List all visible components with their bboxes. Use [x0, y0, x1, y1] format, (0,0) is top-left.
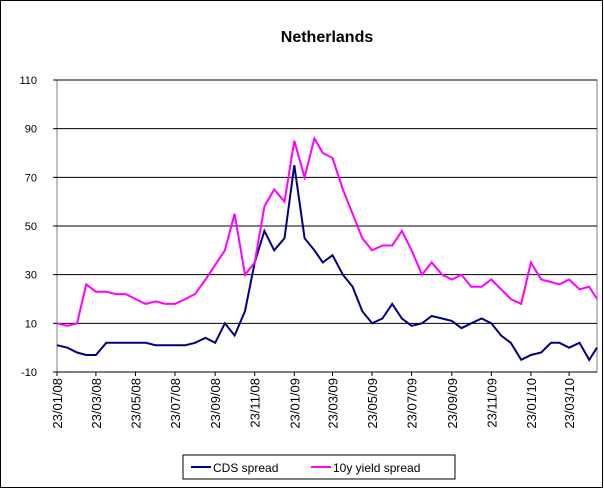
x-tick-label: 23/03/10: [562, 378, 577, 429]
legend: CDS spread 10y yield spread: [182, 454, 456, 480]
y-tick-label: 90: [25, 124, 37, 136]
series-line: [56, 135, 598, 327]
x-tick-label: 23/11/09: [484, 378, 499, 428]
x-tick-label: 23/01/10: [524, 378, 539, 429]
x-tick-label: 23/03/08: [89, 378, 104, 429]
y-tick-label: 30: [25, 270, 37, 282]
y-tick-label: 110: [19, 75, 37, 87]
x-tick-label: 23/09/08: [208, 378, 223, 429]
x-tick-label: 23/01/08: [50, 378, 65, 429]
y-tick-label: 70: [25, 172, 37, 184]
y-tick-label: 50: [25, 221, 37, 233]
x-tick-label: 23/09/09: [445, 378, 460, 429]
y-tick-label: -10: [21, 367, 37, 379]
series-line: [56, 165, 598, 362]
chart-title: Netherlands: [281, 29, 374, 46]
x-tick-label: 23/11/08: [248, 378, 263, 428]
legend-label: CDS spread: [213, 461, 278, 475]
y-tick-label: 10: [25, 318, 37, 330]
legend-label: 10y yield spread: [333, 461, 420, 475]
x-tick-label: 23/03/09: [326, 378, 341, 429]
x-tick-label: 23/05/09: [365, 378, 380, 429]
x-tick-label: 23/05/08: [128, 378, 143, 429]
x-tick-label: 23/07/08: [168, 378, 183, 429]
x-tick-label: 23/01/09: [287, 378, 302, 429]
x-tick-label: 23/07/09: [405, 378, 420, 429]
